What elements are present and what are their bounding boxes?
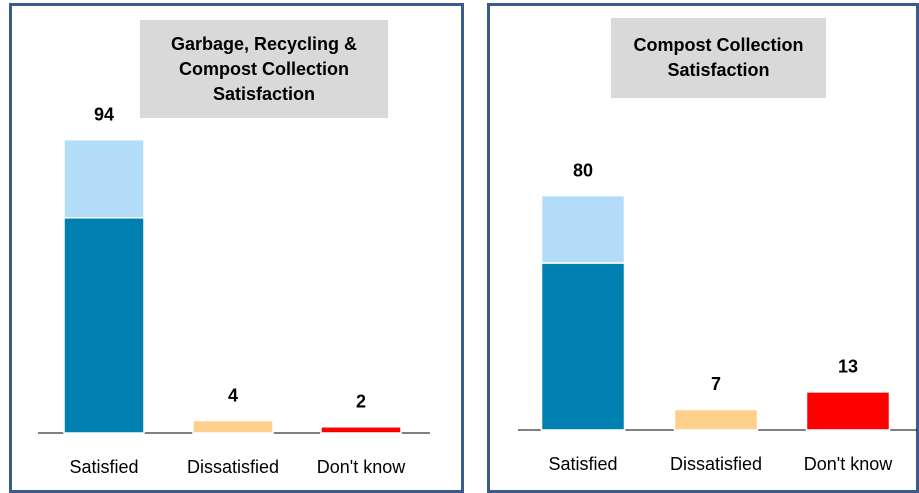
bar-segment: [63, 216, 145, 434]
x-tick-label: Don't know: [317, 457, 406, 477]
bar-segment: [540, 262, 626, 431]
data-label: 94: [94, 104, 114, 124]
x-tick-label: Dissatisfied: [670, 454, 762, 474]
chart-title: Compost Collection Satisfaction: [611, 18, 826, 98]
bar-segment: [63, 138, 145, 219]
chart-title: Garbage, Recycling & Compost Collection …: [140, 20, 388, 118]
data-label: 4: [228, 385, 238, 405]
data-label: 7: [711, 374, 721, 394]
data-label: 80: [573, 160, 593, 180]
data-label: 13: [838, 357, 858, 377]
x-tick-label: Don't know: [804, 454, 893, 474]
bar-segment: [320, 426, 402, 434]
data-label: 2: [356, 392, 366, 412]
x-tick-label: Dissatisfied: [187, 457, 279, 477]
bar-segment: [540, 194, 626, 264]
x-tick-label: Satisfied: [548, 454, 617, 474]
x-tick-label: Satisfied: [69, 457, 138, 477]
bar-segment: [805, 391, 891, 431]
bar-segment: [673, 408, 759, 431]
bar-segment: [192, 419, 274, 434]
